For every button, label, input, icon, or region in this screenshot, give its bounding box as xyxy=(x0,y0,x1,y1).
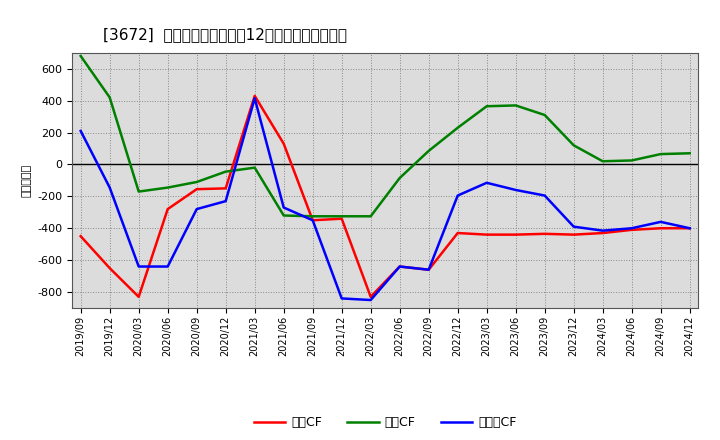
投資CF xyxy=(163,185,172,190)
営業CF xyxy=(685,226,694,231)
フリーCF xyxy=(627,226,636,231)
営業CF xyxy=(338,216,346,221)
フリーCF xyxy=(366,297,375,303)
投資CF xyxy=(511,103,520,108)
投資CF xyxy=(454,125,462,130)
営業CF xyxy=(366,294,375,300)
フリーCF xyxy=(338,296,346,301)
投資CF xyxy=(366,214,375,219)
投資CF xyxy=(221,169,230,174)
営業CF xyxy=(135,294,143,300)
Legend: 営業CF, 投資CF, フリーCF: 営業CF, 投資CF, フリーCF xyxy=(249,411,521,434)
営業CF xyxy=(511,232,520,237)
投資CF xyxy=(685,150,694,156)
フリーCF xyxy=(76,128,85,134)
投資CF xyxy=(338,214,346,219)
Text: [3672]  キャッシュフローの12か月移動合計の推移: [3672] キャッシュフローの12か月移動合計の推移 xyxy=(104,27,347,42)
営業CF xyxy=(251,93,259,99)
営業CF xyxy=(657,226,665,231)
フリーCF xyxy=(251,95,259,101)
フリーCF xyxy=(424,267,433,272)
フリーCF xyxy=(657,219,665,224)
Y-axis label: （百万円）: （百万円） xyxy=(22,164,32,197)
投資CF xyxy=(135,189,143,194)
フリーCF xyxy=(541,193,549,198)
投資CF xyxy=(627,158,636,163)
投資CF xyxy=(76,53,85,59)
フリーCF xyxy=(163,264,172,269)
営業CF xyxy=(308,218,317,223)
営業CF xyxy=(395,264,404,269)
営業CF xyxy=(163,206,172,212)
フリーCF xyxy=(511,187,520,193)
営業CF xyxy=(627,227,636,232)
営業CF xyxy=(221,186,230,191)
営業CF xyxy=(541,231,549,236)
投資CF xyxy=(192,180,201,185)
営業CF xyxy=(454,231,462,236)
営業CF xyxy=(482,232,491,237)
フリーCF xyxy=(570,224,578,229)
フリーCF xyxy=(395,264,404,269)
営業CF xyxy=(105,265,114,271)
フリーCF xyxy=(135,264,143,269)
フリーCF xyxy=(279,205,288,210)
フリーCF xyxy=(192,206,201,212)
投資CF xyxy=(570,143,578,148)
フリーCF xyxy=(105,185,114,190)
投資CF xyxy=(424,148,433,154)
投資CF xyxy=(395,176,404,181)
投資CF xyxy=(279,213,288,218)
投資CF xyxy=(541,112,549,117)
投資CF xyxy=(598,159,607,164)
営業CF xyxy=(570,232,578,237)
フリーCF xyxy=(482,180,491,185)
フリーCF xyxy=(598,228,607,233)
Line: 営業CF: 営業CF xyxy=(81,96,690,297)
投資CF xyxy=(105,95,114,100)
投資CF xyxy=(657,151,665,157)
投資CF xyxy=(251,165,259,170)
投資CF xyxy=(308,214,317,219)
フリーCF xyxy=(221,198,230,204)
フリーCF xyxy=(454,193,462,198)
Line: 投資CF: 投資CF xyxy=(81,56,690,216)
営業CF xyxy=(424,267,433,272)
営業CF xyxy=(598,231,607,236)
フリーCF xyxy=(685,226,694,231)
フリーCF xyxy=(308,218,317,223)
営業CF xyxy=(76,234,85,239)
営業CF xyxy=(192,187,201,192)
投資CF xyxy=(482,103,491,109)
Line: フリーCF: フリーCF xyxy=(81,98,690,300)
営業CF xyxy=(279,141,288,147)
